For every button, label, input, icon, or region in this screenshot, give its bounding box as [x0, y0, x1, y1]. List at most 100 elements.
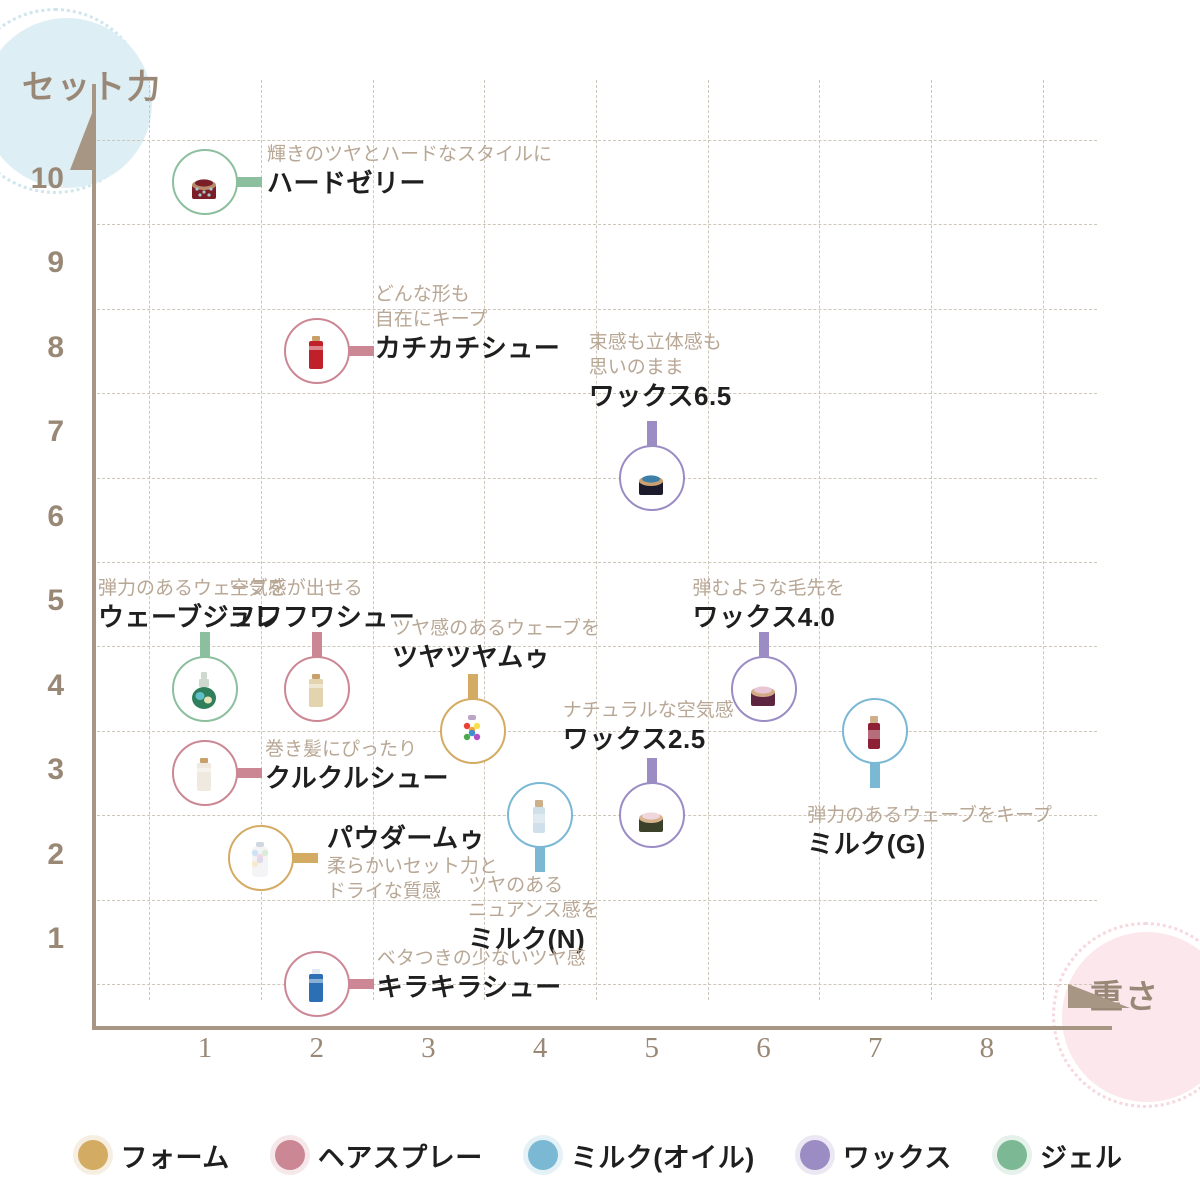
product-marker-circle[interactable]	[618, 782, 685, 849]
data-point-description: 巻き髪にぴったり	[265, 737, 449, 762]
product-thumbnail-icon	[631, 457, 673, 499]
y-axis-tick-label: 6	[47, 499, 64, 533]
data-point-label: 輝きのツヤとハードなスタイルに ハードゼリー	[267, 142, 552, 199]
description-line: 思いのまま	[588, 356, 684, 378]
marker-connector	[236, 768, 262, 779]
data-point-label: ナチュラルな空気感 ワックス2.5	[563, 698, 734, 755]
product-marker-circle[interactable]	[283, 317, 350, 384]
data-point-name: ワックス6.5	[588, 380, 732, 411]
data-point-name: ワックス2.5	[562, 724, 706, 755]
data-point-description: どんな形も 自在にキープ	[375, 282, 561, 332]
marker-connector	[347, 979, 374, 990]
y-axis-tick-label: 9	[47, 246, 64, 280]
data-point-name: ミルク(N)	[468, 924, 586, 955]
gridline-vertical	[707, 80, 709, 1000]
x-axis-line	[92, 1026, 1112, 1030]
marker-connector	[646, 758, 657, 785]
product-marker-circle[interactable]	[172, 149, 238, 216]
description-line: 空気感が出せる	[229, 577, 363, 599]
marker-connector	[870, 761, 881, 788]
gridline-horizontal	[92, 730, 1097, 732]
x-axis-arrow	[1068, 984, 1130, 1008]
data-point-label: 弾むような毛先を ワックス4.0	[693, 576, 845, 633]
gridline-vertical	[149, 80, 151, 1000]
marker-connector	[468, 673, 479, 700]
gridline-horizontal	[92, 984, 1097, 986]
product-thumbnail-icon	[519, 794, 561, 836]
legend-item[interactable]: ワックス	[794, 1135, 952, 1175]
y-axis-label: セット力	[22, 60, 162, 108]
product-marker-circle[interactable]	[507, 782, 574, 849]
legend-label: ヘアスプレー	[317, 1142, 483, 1173]
product-marker-circle[interactable]	[283, 951, 350, 1018]
description-line: 弾力のあるウェーブをキープ	[807, 804, 1052, 826]
legend-color-dot	[72, 1135, 113, 1175]
legend-color-dot	[991, 1135, 1032, 1175]
legend-color-dot	[794, 1135, 835, 1175]
description-line: 弾むような毛先を	[692, 577, 845, 599]
gridline-vertical	[1042, 80, 1044, 1000]
product-marker-circle[interactable]	[227, 824, 294, 891]
description-line: 柔らかいセット力と	[326, 855, 498, 877]
product-thumbnail-icon	[184, 752, 226, 794]
description-line: ナチュラルな空気感	[562, 700, 734, 722]
marker-connector	[311, 631, 322, 658]
y-axis-tick-label: 10	[30, 162, 64, 196]
gridline-horizontal	[92, 646, 1097, 648]
product-marker-circle[interactable]	[172, 655, 238, 722]
legend-item[interactable]: ミルク(オイル)	[522, 1135, 755, 1175]
legend: フォーム ヘアスプレー ミルク(オイル) ワックス ジェル	[0, 1120, 1200, 1190]
data-point-label: 空気感が出せる フワフワシュー	[230, 576, 416, 633]
data-point-description: 空気感が出せる	[230, 576, 416, 601]
marker-connector	[535, 846, 546, 873]
y-axis-tick-label: 7	[47, 415, 64, 449]
description-line: 弾力のあるウェーブを	[98, 577, 287, 599]
data-point-name: キラキラシュー	[376, 972, 562, 1003]
marker-connector	[236, 177, 262, 188]
description-line: ツヤ感のあるウェーブを	[392, 617, 600, 639]
data-point-label: パウダームゥ 柔らかいセット力と ドライな質感	[327, 822, 498, 904]
gridline-vertical	[595, 80, 597, 1000]
product-thumbnail-icon	[240, 837, 282, 879]
y-axis-arrow	[70, 108, 94, 170]
marker-connector	[758, 631, 769, 658]
legend-color-dot	[269, 1135, 310, 1175]
legend-item[interactable]: ジェル	[991, 1135, 1123, 1175]
legend-label: ジェル	[1039, 1142, 1123, 1173]
x-axis-tick-label: 7	[867, 1032, 883, 1064]
product-marker-circle[interactable]	[618, 444, 685, 511]
legend-label: ミルク(オイル)	[570, 1142, 755, 1173]
y-axis-tick-label: 3	[47, 753, 64, 787]
data-point-label: ベタつきの少ないツヤ感 キラキラシュー	[377, 946, 586, 1003]
product-marker-circle[interactable]	[172, 740, 238, 807]
legend-item[interactable]: フォーム	[72, 1135, 230, 1175]
gridline-vertical	[931, 80, 933, 1000]
data-point-name: ツヤツヤムゥ	[392, 641, 551, 672]
data-point-name: カチカチシュー	[374, 332, 561, 363]
x-axis-tick-label: 3	[421, 1032, 436, 1064]
legend-color-dot	[522, 1135, 563, 1175]
marker-connector	[646, 420, 657, 447]
product-thumbnail-icon	[296, 963, 338, 1005]
gridline-horizontal	[92, 562, 1097, 564]
data-point-description: 弾力のあるウェーブを	[98, 576, 287, 601]
legend-label: ワックス	[842, 1142, 952, 1173]
x-axis-bubble	[1062, 932, 1200, 1102]
description-line: 自在にキープ	[374, 308, 488, 330]
product-marker-circle[interactable]	[842, 697, 909, 764]
product-thumbnail-icon	[296, 668, 338, 710]
data-point-label: ツヤのある ニュアンス感を ミルク(N)	[468, 873, 599, 955]
product-marker-circle[interactable]	[440, 697, 507, 764]
gridline-horizontal	[92, 899, 1097, 901]
marker-connector	[347, 345, 374, 356]
x-axis-tick-label: 8	[979, 1032, 995, 1064]
gridline-vertical	[819, 80, 821, 1000]
x-axis-tick-label: 5	[644, 1032, 660, 1064]
product-thumbnail-icon	[743, 668, 785, 710]
product-marker-circle[interactable]	[730, 655, 797, 722]
legend-item[interactable]: ヘアスプレー	[269, 1135, 483, 1175]
product-thumbnail-icon	[854, 710, 896, 752]
y-axis-tick-label: 2	[47, 837, 64, 871]
data-point-description: ツヤ感のあるウェーブを	[392, 616, 600, 641]
product-marker-circle[interactable]	[283, 655, 350, 722]
